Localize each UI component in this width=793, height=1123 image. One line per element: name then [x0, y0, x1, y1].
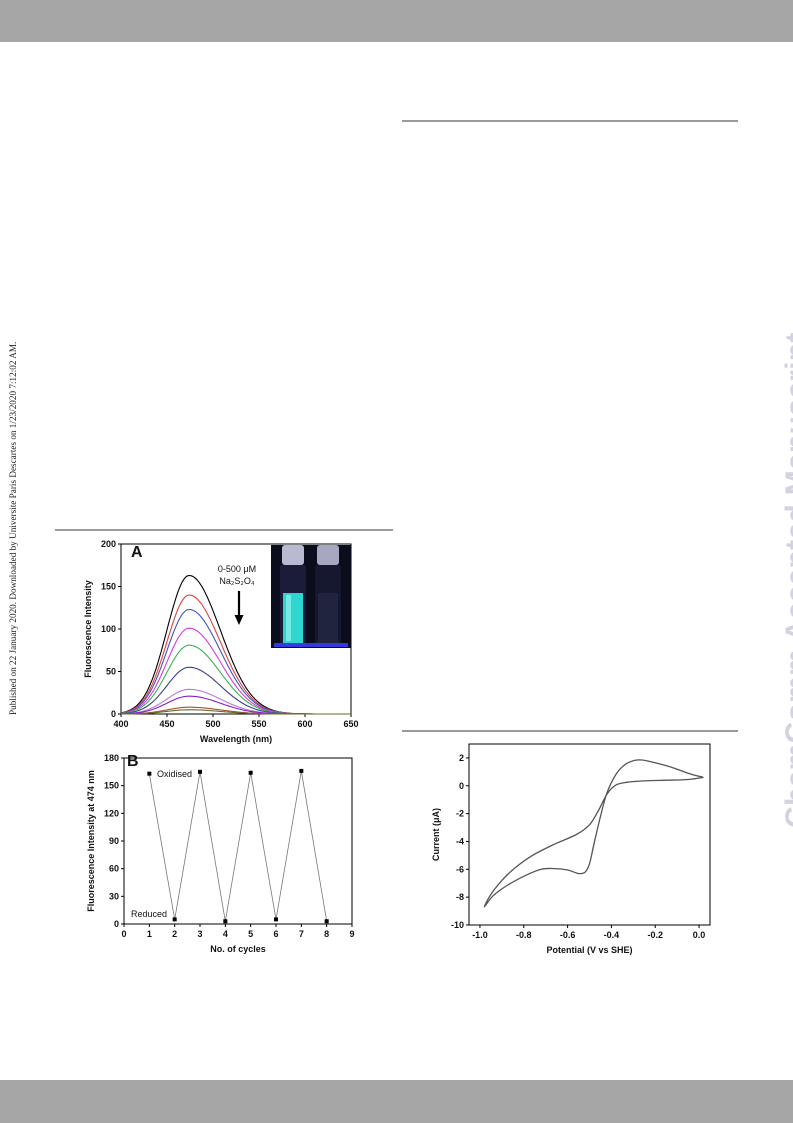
cv-x-tick-label: -1.0 — [472, 930, 488, 940]
cv-y-tick-label: 0 — [459, 781, 464, 791]
cycle-data-point — [324, 919, 329, 924]
cycle-data-point — [172, 917, 177, 922]
cycles-x-tick-label: 3 — [197, 929, 202, 939]
cycle-data-point — [223, 919, 228, 924]
cycles-x-tick-label: 7 — [299, 929, 304, 939]
fluorescence-spectra-chart: 400 450 500 550 600 650 0 50 100 150 200 Wavelength… — [83, 539, 359, 744]
cycle-data-point — [248, 770, 253, 775]
cycle-connector-line — [148, 770, 328, 922]
cv-y-tick-label: -2 — [456, 809, 464, 819]
cycle-data-point — [147, 771, 152, 776]
spectrum-line-10 — [121, 709, 351, 715]
panel-b-label: B — [127, 753, 139, 770]
cycles-y-tick-label: 150 — [104, 781, 119, 791]
cv-x-tick-label: 0.0 — [693, 930, 706, 940]
spectra-y-tick-label: 100 — [101, 624, 116, 634]
spectra-x-tick-label: 500 — [205, 719, 220, 729]
cycles-y-tick-label: 0 — [114, 919, 119, 929]
cycle-data-point — [274, 917, 278, 922]
cv-plot-frame — [468, 743, 711, 926]
spectra-x-axis-label: Wavelength (nm) — [200, 734, 272, 744]
cycles-x-tick-label: 5 — [248, 929, 253, 939]
footer-bar — [0, 1080, 793, 1123]
cycles-plot-frame — [123, 757, 353, 925]
cv-x-tick-label: -0.8 — [516, 930, 532, 940]
section-rule-bottom-right — [402, 730, 738, 732]
reagent-annotation: Na₂S₂O₄ — [219, 576, 254, 586]
cv-y-tick-label: -8 — [456, 892, 464, 902]
cycles-y-tick-label: 30 — [109, 891, 119, 901]
decrease-arrow — [234, 591, 244, 625]
spectra-x-tick-label: 650 — [343, 719, 358, 729]
spectra-x-tick-label: 600 — [297, 719, 312, 729]
cycles-x-tick-label: 9 — [349, 929, 354, 939]
spectra-y-tick-label: 200 — [101, 539, 116, 549]
panel-a-label: A — [131, 544, 143, 561]
cv-y-axis-label: Current (μA) — [431, 808, 441, 861]
spectra-x-tick-label: 450 — [159, 719, 174, 729]
cycles-y-tick-label: 60 — [109, 864, 119, 874]
spectra-y-tick-label: 150 — [101, 582, 116, 592]
header-bar — [0, 0, 793, 42]
cycles-x-axis-label: No. of cycles — [210, 944, 266, 954]
cycle-data-point — [299, 768, 304, 773]
cycles-x-tick-label: 8 — [324, 929, 329, 939]
cycles-y-tick-label: 120 — [104, 808, 119, 818]
cv-y-tick-label: -10 — [451, 920, 464, 930]
spectra-y-axis-label: Fluorescence Intensity — [83, 580, 93, 678]
section-rule-top-right — [402, 120, 738, 122]
cycles-y-axis-label: Fluorescence Intensity at 474 nm — [86, 770, 96, 912]
spectra-x-tick-label: 400 — [113, 719, 128, 729]
cv-y-tick-label: -4 — [456, 836, 464, 846]
cv-y-tick-label: 2 — [459, 753, 464, 763]
cycles-x-tick-label: 1 — [147, 929, 152, 939]
concentration-annotation: 0-500 μM — [218, 564, 256, 574]
spectra-x-tick-label: 550 — [251, 719, 266, 729]
cycles-y-tick-label: 180 — [104, 753, 119, 763]
cv-curve — [483, 759, 704, 908]
cv-x-tick-label: -0.4 — [604, 930, 620, 940]
cycle-data-point — [198, 769, 202, 774]
cycles-x-tick-label: 2 — [172, 929, 177, 939]
cyclic-voltammogram-chart: -1.0 -0.8 -0.6 -0.4 -0.2 0.0 -10 -8 -6 -4 -2 0 2 Pote… — [431, 743, 711, 955]
cycles-x-tick-label: 4 — [223, 929, 228, 939]
spectra-y-tick-label: 50 — [106, 667, 116, 677]
cv-x-tick-label: -0.6 — [560, 930, 576, 940]
spectrum-line-6 — [120, 666, 351, 715]
cv-x-axis-label: Potential (V vs SHE) — [546, 945, 632, 955]
cycles-x-tick-label: 0 — [121, 929, 126, 939]
spectra-y-tick-label: 0 — [111, 709, 116, 719]
cycles-x-tick-label: 6 — [273, 929, 278, 939]
reduced-label: Reduced — [131, 909, 167, 919]
oxidised-label: Oxidised — [157, 769, 192, 779]
cycles-y-tick-label: 90 — [109, 836, 119, 846]
cv-x-tick-label: -0.2 — [647, 930, 663, 940]
vials-under-uv-photo — [271, 545, 351, 648]
cv-y-tick-label: -6 — [456, 864, 464, 874]
section-rule-left — [55, 529, 393, 531]
